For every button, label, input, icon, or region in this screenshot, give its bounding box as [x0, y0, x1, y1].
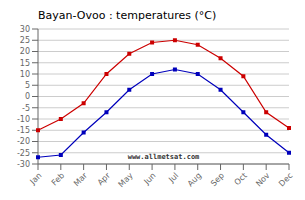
svg-text:Dec: Dec — [277, 171, 294, 188]
svg-text:Apr: Apr — [96, 171, 113, 188]
svg-text:-25: -25 — [17, 149, 30, 158]
svg-text:Jan: Jan — [28, 171, 44, 187]
html-text:Bayan-Ovoo : temperatures (°C): Bayan-Ovoo : temperatures (°C) — [38, 9, 217, 22]
svg-text:-20: -20 — [17, 137, 30, 146]
svg-text:Oct: Oct — [233, 171, 249, 187]
svg-text:Jul: Jul — [166, 171, 180, 185]
svg-text:Jun: Jun — [142, 171, 158, 187]
svg-text:Feb: Feb — [50, 171, 66, 187]
html-text:www.allmetsat.com: www.allmetsat.com — [127, 153, 200, 161]
svg-text:0: 0 — [25, 92, 30, 101]
svg-text:-15: -15 — [17, 126, 30, 135]
svg-text:-10: -10 — [17, 115, 30, 124]
svg-text:5: 5 — [25, 81, 30, 90]
svg-text:May: May — [117, 171, 135, 189]
svg-text:-5: -5 — [22, 104, 30, 113]
svg-text:15: 15 — [20, 59, 30, 68]
svg-text:30: 30 — [20, 25, 30, 34]
svg-text:Mar: Mar — [72, 171, 90, 189]
svg-text:Sep: Sep — [209, 171, 226, 188]
svg-text:20: 20 — [20, 47, 30, 56]
svg-text:10: 10 — [20, 70, 30, 79]
svg-text:Aug: Aug — [186, 171, 203, 188]
svg-text:25: 25 — [20, 36, 30, 45]
svg-text:Nov: Nov — [254, 171, 272, 189]
svg-text:-30: -30 — [17, 160, 30, 169]
